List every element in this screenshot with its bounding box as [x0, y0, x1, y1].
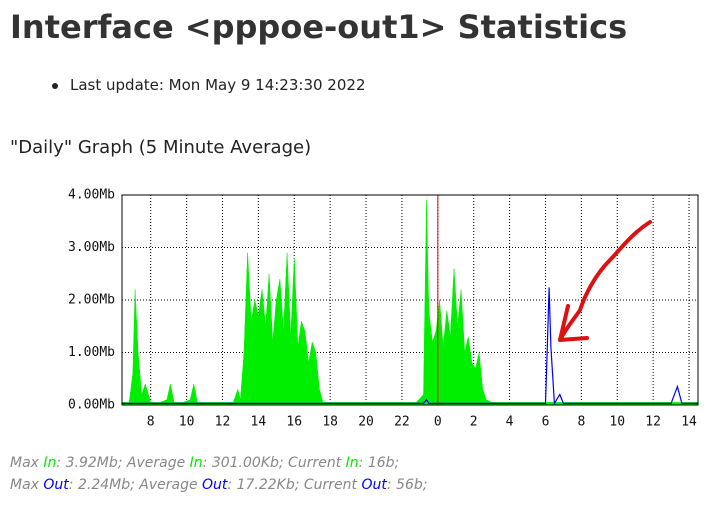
stat-series: Out [43, 477, 69, 493]
stat-text: : 17.22Kb; Current [227, 477, 362, 493]
x-tick-label: 14 [251, 415, 267, 430]
y-tick-label: 1.00Mb [68, 345, 115, 360]
out-line [122, 287, 698, 406]
x-tick-label: 10 [609, 415, 625, 430]
stat-text: Max [10, 455, 44, 471]
chart: 0.00Mb 1.00Mb 2.00Mb 3.00Mb 4.00Mb 8 10 12 14 16 1… [68, 188, 699, 430]
stat-series: In [345, 455, 359, 471]
stat-text: Max [10, 477, 44, 493]
graph-title: "Daily" Graph (5 Minute Average) [10, 137, 312, 158]
annotation-arrow [558, 220, 652, 342]
y-tick-label: 3.00Mb [68, 240, 115, 255]
x-tick-label: 12 [645, 415, 661, 430]
plot-frame [121, 194, 699, 406]
x-tick-label: 18 [322, 415, 338, 430]
page-title: Interface <pppoe-out1> Statistics [10, 8, 628, 46]
x-tick-label: 14 [681, 415, 697, 430]
stat-text: : 2.24Mb; Average [68, 477, 203, 493]
x-tick-label: 2 [470, 415, 478, 430]
stat-text: : 16b; [358, 455, 400, 471]
bullet [52, 83, 58, 89]
x-tick-label: 20 [358, 415, 374, 430]
last-update: Last update: Mon May 9 14:23:30 2022 [70, 76, 366, 94]
x-tick-label: 8 [147, 415, 155, 430]
stat-line: Max Out: 2.24Mb; Average Out: 17.22Kb; C… [10, 477, 427, 493]
stat-line: Max In: 3.92Mb; Average In: 301.00Kb; Cu… [10, 455, 399, 471]
stat-series: In [189, 455, 203, 471]
y-tick-label: 0.00Mb [68, 398, 115, 413]
x-tick-label: 12 [215, 415, 231, 430]
stat-text: : 56b; [386, 477, 428, 493]
x-tick-label: 4 [506, 415, 514, 430]
stat-series: Out [202, 477, 228, 493]
stat-series: Out [361, 477, 387, 493]
x-tick-label: 16 [286, 415, 302, 430]
x-tick-label: 10 [179, 415, 195, 430]
x-tick-label: 0 [434, 415, 442, 430]
stat-series: In [43, 455, 57, 471]
stat-text: : 3.92Mb; Average [56, 455, 190, 471]
stat-text: : 301.00Kb; Current [202, 455, 346, 471]
x-tick-label: 8 [577, 415, 585, 430]
x-tick-label: 22 [394, 415, 410, 430]
y-tick-label: 2.00Mb [68, 293, 115, 308]
x-tick-label: 6 [542, 415, 550, 430]
y-tick-label: 4.00Mb [68, 188, 115, 203]
